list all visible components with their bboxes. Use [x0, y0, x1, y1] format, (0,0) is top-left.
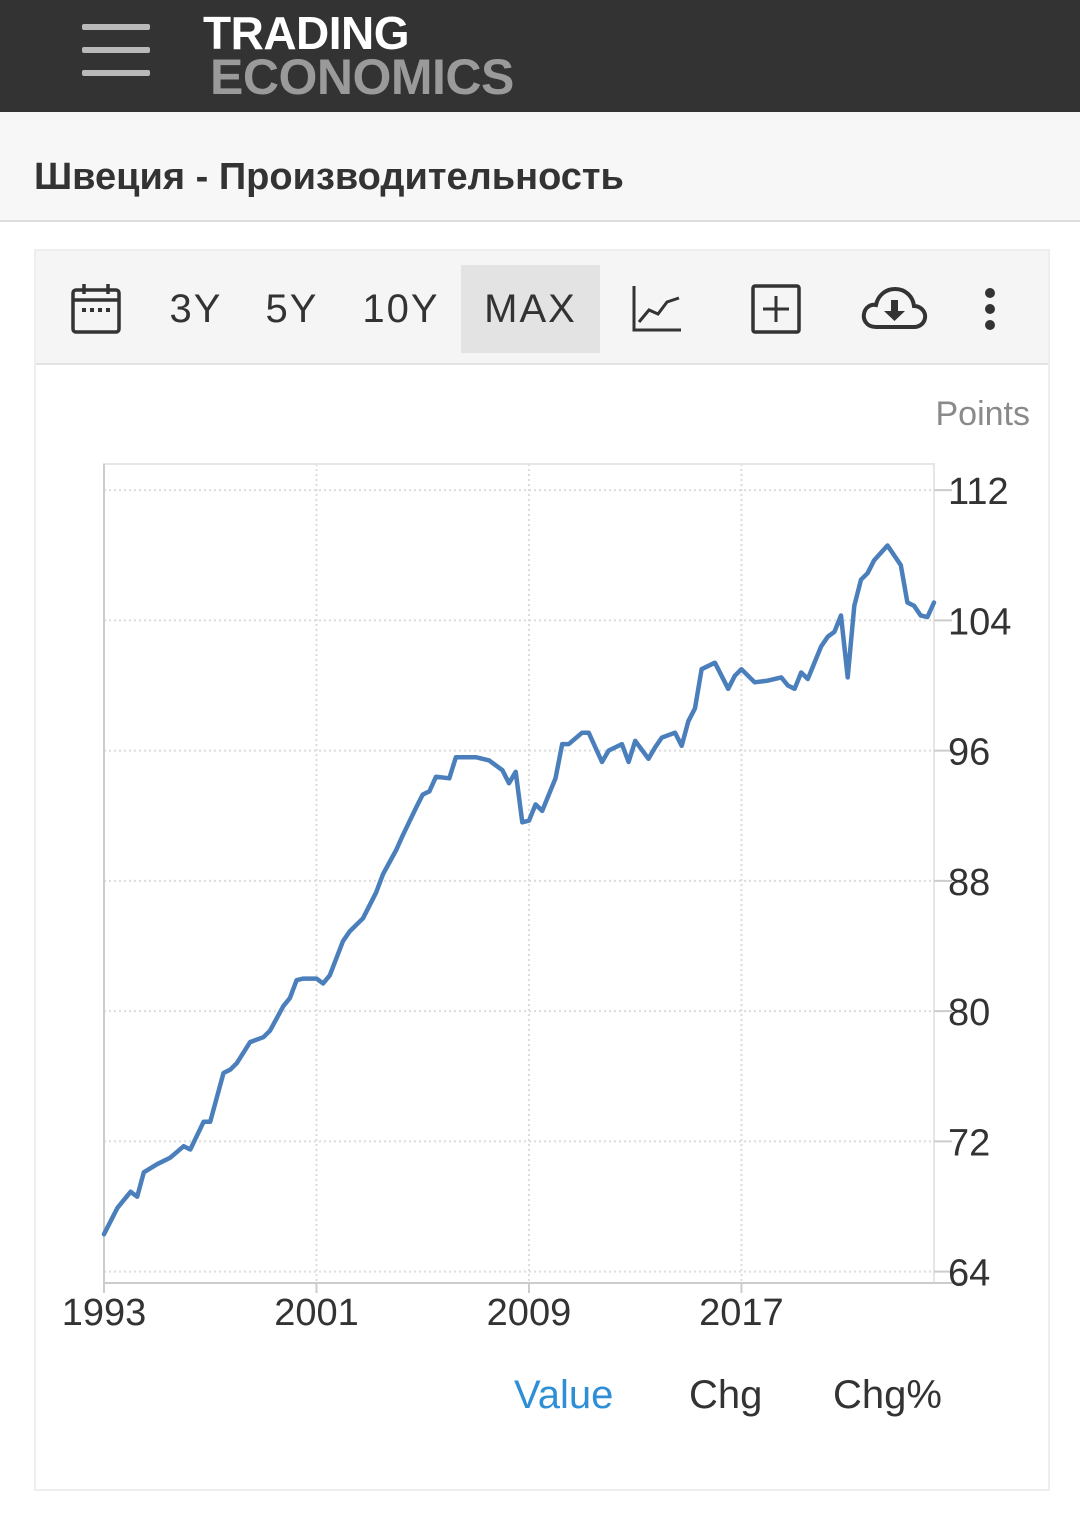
- hamburger-menu-icon[interactable]: [82, 24, 150, 76]
- tab-chg-percent[interactable]: Chg%: [833, 1373, 942, 1417]
- x-tick-label: 2017: [699, 1292, 784, 1334]
- y-axis-unit-label: Points: [935, 395, 1031, 433]
- range-5y-button[interactable]: 5Y: [265, 286, 319, 331]
- chart-series: [101, 543, 937, 1237]
- page-title: Швеция - Производительность: [34, 156, 624, 198]
- y-tick-label: 80: [948, 992, 990, 1034]
- y-tick-label: 104: [948, 601, 1011, 643]
- series-line: [101, 543, 937, 1237]
- plus-box-icon[interactable]: [748, 265, 804, 353]
- tab-chg[interactable]: Chg: [689, 1373, 763, 1417]
- y-tick-label: 64: [948, 1253, 990, 1295]
- chart-grid: [103, 464, 934, 1283]
- line-chart-icon[interactable]: [626, 265, 688, 353]
- y-tick-label: 96: [948, 732, 990, 774]
- y-axis-ticks: 64 72 80 88 96 104 112: [934, 471, 1011, 1295]
- title-bar: Швеция - Производительность: [0, 112, 1080, 222]
- calendar-icon[interactable]: [64, 265, 128, 353]
- tab-value[interactable]: Value: [514, 1373, 614, 1417]
- top-navigation-bar: TRADING ECONOMICS: [0, 0, 1080, 112]
- range-max-button[interactable]: MAX: [461, 265, 600, 353]
- x-tick-label: 2009: [487, 1292, 572, 1334]
- more-vertical-icon[interactable]: [970, 265, 1010, 353]
- chart-panel: 3Y 5Y 10Y MAX: [34, 249, 1050, 1491]
- plot-frame: [103, 463, 935, 1284]
- cloud-download-icon[interactable]: [858, 265, 930, 353]
- y-tick-label: 88: [948, 862, 990, 904]
- y-tick-label: 112: [948, 471, 1009, 513]
- x-tick-label: 2001: [274, 1292, 359, 1334]
- line-chart: 1993 2001 2009 2017 64 72 80 88 96 104 112: [62, 463, 1011, 1334]
- logo-line-1: TRADING: [203, 7, 410, 59]
- site-logo[interactable]: TRADING ECONOMICS: [203, 10, 514, 102]
- chart-toolbar: 3Y 5Y 10Y MAX: [36, 251, 1048, 365]
- range-10y-button[interactable]: 10Y: [362, 286, 440, 331]
- range-3y-button[interactable]: 3Y: [169, 286, 223, 331]
- x-axis-ticks: 1993 2001 2009 2017: [62, 1283, 784, 1334]
- logo-line-2: ECONOMICS: [210, 49, 514, 105]
- chart-axes: [103, 463, 962, 1284]
- x-tick-label: 1993: [62, 1292, 147, 1334]
- y-tick-label: 72: [948, 1122, 990, 1164]
